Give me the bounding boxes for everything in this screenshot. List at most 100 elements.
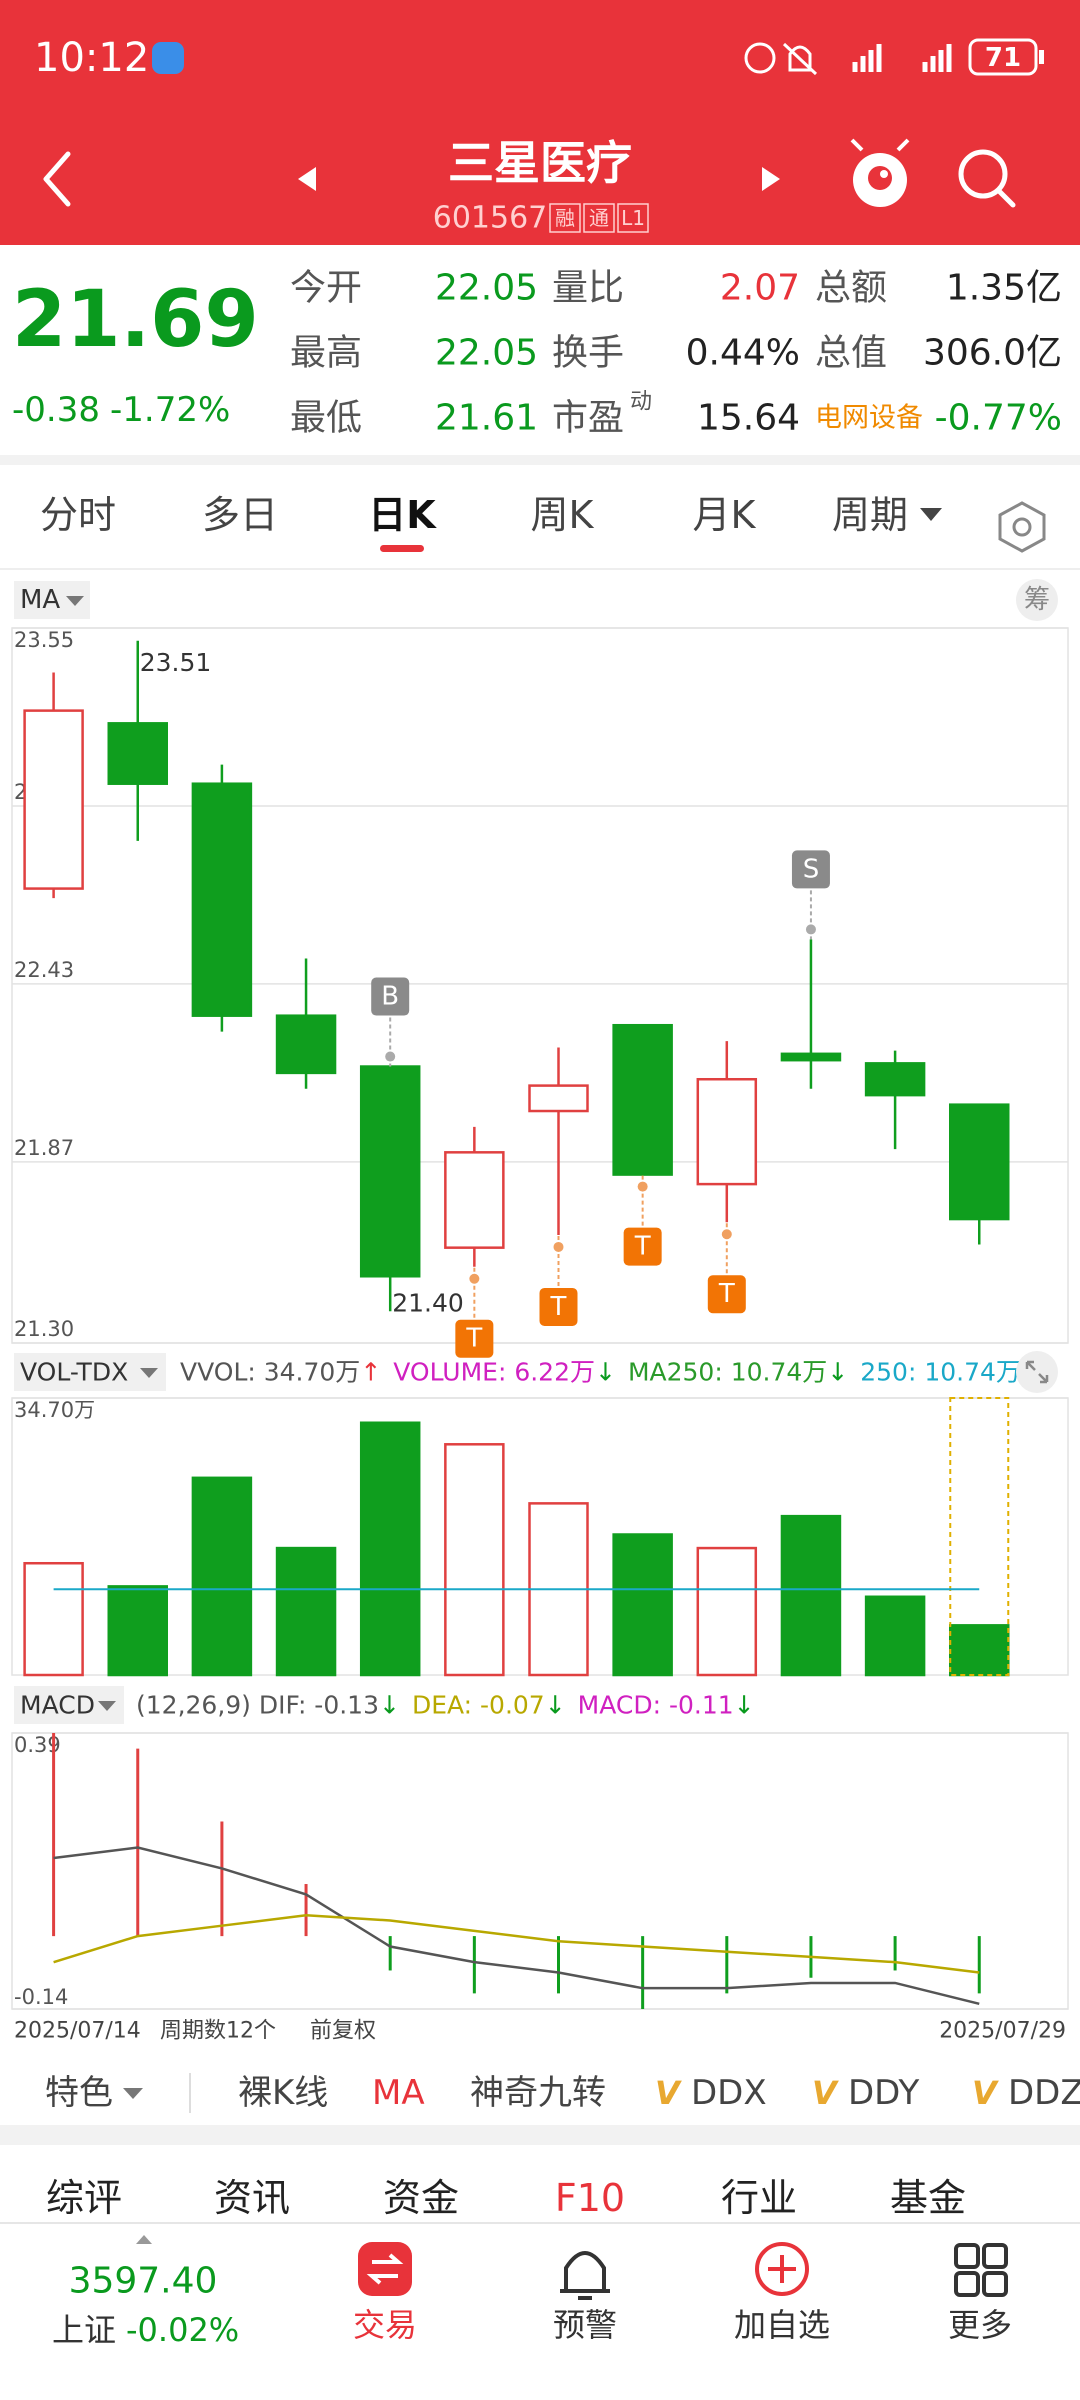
info-tab[interactable]: 资金 [383, 2176, 459, 2220]
period-tab[interactable]: 周期 [832, 493, 908, 537]
battery-level: 71 [985, 43, 1021, 73]
next-stock[interactable] [762, 167, 780, 191]
prev-stock[interactable] [298, 167, 316, 191]
candle-body [191, 782, 253, 1017]
badge-label: L1 [621, 206, 645, 230]
quote-field: 总额 [815, 268, 887, 309]
trade-icon[interactable] [358, 2242, 412, 2296]
selected-bar-frame [949, 1397, 1010, 1676]
indicator-option[interactable]: MA [372, 2073, 425, 2113]
period-tab[interactable]: 日K [368, 493, 437, 537]
info-tab[interactable]: 行业 [721, 2176, 797, 2220]
price-panel [11, 627, 1069, 1344]
quote-field: 最低 [290, 398, 362, 439]
signal-badge [707, 1275, 746, 1314]
signal-badge [371, 977, 410, 1016]
expand-button[interactable] [1016, 1351, 1058, 1393]
period-tab[interactable]: 周K [531, 493, 595, 537]
period-count: 周期数12个 [160, 2019, 276, 2044]
divider [0, 568, 1080, 570]
volume-bar [107, 1585, 168, 1677]
vip-mark: V [812, 2074, 839, 2112]
badge [549, 203, 581, 233]
battery-icon [968, 38, 1044, 76]
indicator-option[interactable]: DDY [848, 2073, 920, 2113]
signal-badge [455, 1319, 494, 1358]
volume-bar [444, 1443, 505, 1677]
indicator-option[interactable]: DDX [691, 2073, 767, 2113]
period-tab[interactable]: 月K [693, 493, 757, 537]
indicator-option[interactable]: DDZ [1008, 2073, 1080, 2113]
feature-menu[interactable]: 特色 [45, 2073, 113, 2113]
candle-body [696, 1077, 758, 1186]
more-icon [982, 2243, 1008, 2269]
x-axis-label: 2025/07/14 [14, 2019, 141, 2044]
status-time: 10:12 [34, 35, 149, 81]
indicator-select[interactable] [14, 1353, 166, 1391]
nav-label[interactable]: 更多 [948, 2306, 1012, 2344]
volume-bar [191, 1476, 253, 1677]
index-name: 上证 [52, 2311, 116, 2349]
settings-icon [1012, 517, 1032, 537]
volume-bar [949, 1624, 1010, 1677]
vip-mark: V [655, 2074, 682, 2112]
add-watch-icon[interactable] [755, 2242, 809, 2296]
legend-arrow: ↓ [827, 1358, 848, 1387]
message-icon [152, 42, 184, 74]
settings-icon[interactable] [998, 501, 1046, 553]
volume-bar [612, 1533, 673, 1677]
nav-label[interactable]: 加自选 [734, 2306, 830, 2344]
chip-button[interactable] [1016, 579, 1058, 621]
y-tick-label: 21.87 [14, 1136, 74, 1160]
index-arrow [136, 2235, 152, 2244]
bell-icon[interactable] [560, 2251, 610, 2300]
indicator-name: MACD [20, 1691, 95, 1720]
indicator-option[interactable]: 神奇九转 [470, 2073, 606, 2113]
volume-bar [696, 1546, 758, 1677]
quote-field: 总值 [815, 333, 887, 374]
signal-dot [721, 1229, 732, 1240]
more-icon [954, 2271, 980, 2297]
y-tick-label: 22.43 [14, 958, 74, 982]
mascot-icon[interactable] [850, 138, 910, 207]
divider [0, 455, 1080, 465]
nav-label[interactable]: 预警 [553, 2306, 617, 2344]
candle-body [359, 1065, 421, 1278]
search-button[interactable] [958, 149, 1016, 208]
nav-label[interactable]: 交易 [353, 2306, 417, 2344]
y-tick-label: -0.14 [14, 1985, 68, 2009]
quote-field: 电网设备 [815, 403, 923, 434]
period-tab[interactable]: 多日 [202, 493, 278, 537]
price-change: -0.38 [12, 390, 100, 430]
signal-label: T [718, 1279, 735, 1309]
price-change-pct: -1.72% [110, 390, 230, 430]
dropdown-arrow [140, 1368, 158, 1378]
info-tab[interactable]: 综评 [46, 2176, 122, 2220]
y-tick-label: 21.30 [14, 1317, 74, 1341]
legend-arrow: ↑ [360, 1358, 381, 1387]
dea-line [53, 1914, 980, 1974]
period-tab[interactable]: 分时 [40, 493, 116, 537]
candle-body [864, 1062, 926, 1097]
quote-field: 量比 [552, 268, 624, 309]
header-background [0, 0, 1080, 245]
signal-badge [539, 1287, 578, 1326]
quote-field: 306.0亿 [923, 333, 1062, 374]
info-tab[interactable]: F10 [555, 2176, 625, 2220]
signal-badge [791, 850, 830, 889]
info-tab[interactable]: 资讯 [214, 2176, 290, 2220]
dropdown-arrow [98, 1701, 116, 1711]
back-button[interactable] [43, 151, 71, 207]
signal-dot [805, 924, 816, 935]
dropdown-arrow [66, 596, 84, 606]
info-tab[interactable]: 基金 [890, 2176, 966, 2220]
volume-bar [780, 1514, 842, 1677]
divider [0, 2222, 1080, 2224]
quote-field: 2.07 [720, 268, 800, 309]
legend-entry: DEA: -0.07 [412, 1691, 545, 1720]
index-change: -0.02% [126, 2311, 239, 2349]
indicator-option[interactable]: 裸K线 [238, 2073, 328, 2113]
quote-field: 换手 [552, 333, 624, 374]
